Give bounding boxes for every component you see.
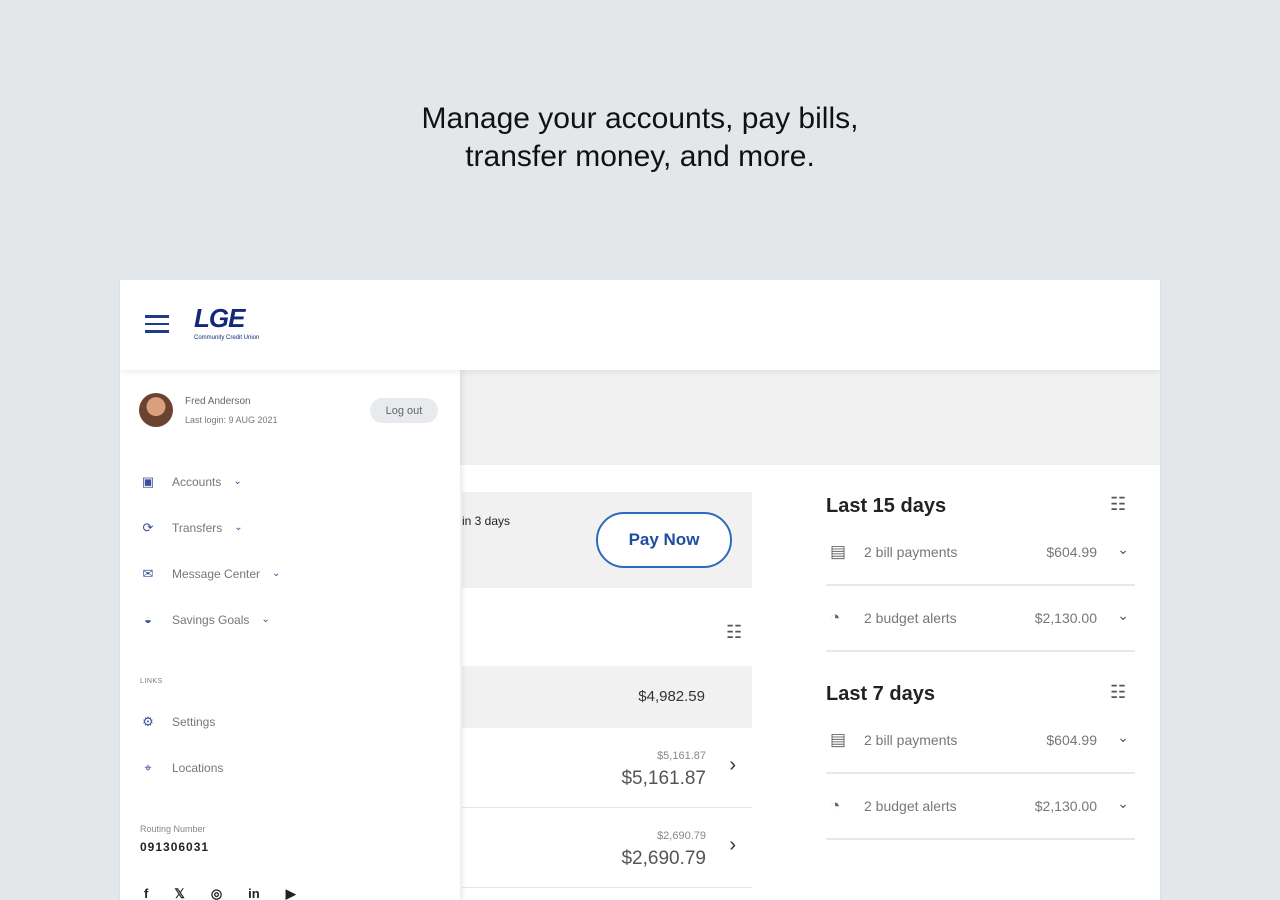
- row-amount: $604.99: [1046, 544, 1097, 560]
- hero-line-1: Manage your accounts, pay bills,: [421, 102, 859, 135]
- row-label: 2 bill payments: [864, 544, 958, 560]
- page-banner: [460, 370, 1160, 465]
- row-amount: $604.99: [1046, 732, 1097, 748]
- brand-logo[interactable]: LGE Community Credit Union: [194, 304, 259, 342]
- instagram-icon[interactable]: ◎: [210, 886, 223, 900]
- row-label: 2 bill payments: [864, 732, 958, 748]
- menu-icon[interactable]: [145, 315, 169, 333]
- chevron-down-icon: ⌄: [234, 522, 243, 533]
- row-label: 2 budget alerts: [864, 610, 957, 626]
- sidebar-item-transfers[interactable]: ⟳ Transfers ⌄: [140, 520, 243, 536]
- nav-label: Transfers: [172, 521, 223, 535]
- logout-button[interactable]: Log out: [370, 398, 438, 423]
- links-heading: LINKS: [140, 678, 163, 685]
- avatar: [139, 393, 173, 427]
- nav-label: Savings Goals: [172, 613, 250, 627]
- chevron-down-icon: ⌄: [261, 614, 270, 625]
- pay-now-button[interactable]: Pay Now: [596, 512, 732, 568]
- sidebar-item-settings[interactable]: ⚙ Settings: [140, 714, 215, 730]
- social-links: f 𝕏 ◎ in ▶: [144, 886, 296, 900]
- summary-row-budget-alerts[interactable]: ◔ 2 budget alerts $2,130.00 ⌄: [826, 774, 1135, 840]
- user-name: Fred Anderson: [185, 396, 251, 407]
- chevron-down-icon: ⌄: [272, 568, 281, 579]
- transfer-icon: ⟳: [142, 520, 154, 535]
- account-balance: $5,161.87: [621, 768, 706, 789]
- summary-row-budget-alerts[interactable]: ◔ 2 budget alerts $2,130.00 ⌄: [826, 586, 1135, 652]
- routing-number: 091306031: [140, 840, 210, 854]
- youtube-icon[interactable]: ▶: [285, 886, 296, 900]
- linkedin-icon[interactable]: in: [248, 886, 260, 900]
- accounts-total-row: $4,982.59: [462, 666, 752, 728]
- summary-row-bill-payments[interactable]: ▤ 2 bill payments $604.99 ⌄: [826, 520, 1135, 586]
- pie-chart-icon: ◔: [830, 796, 841, 815]
- sidebar-item-savings-goals[interactable]: ◒ Savings Goals ⌄: [140, 612, 270, 628]
- logo-text: LGE: [194, 303, 245, 333]
- twitter-icon[interactable]: 𝕏: [174, 886, 185, 900]
- account-available: $2,690.79: [657, 830, 706, 842]
- section-title-15-days: Last 15 days: [826, 495, 947, 517]
- hero-heading: Manage your accounts, pay bills, transfe…: [0, 100, 1280, 176]
- nav-label: Locations: [172, 761, 224, 775]
- location-pin-icon: ⌖: [144, 760, 152, 775]
- chevron-down-icon: ⌄: [233, 476, 242, 487]
- mail-icon: ✉: [142, 566, 154, 581]
- account-row[interactable]: $5,161.87 $5,161.87 ›: [462, 728, 752, 808]
- routing-label: Routing Number: [140, 824, 206, 834]
- bill-due-card: in 3 days Pay Now: [462, 492, 752, 588]
- app-window: LGE Community Credit Union Fred Anderson…: [120, 280, 1160, 900]
- piggy-bank-icon: ◒: [144, 612, 152, 627]
- chevron-right-icon: ›: [729, 834, 736, 856]
- chevron-down-icon: ⌄: [1117, 541, 1129, 557]
- bill-due-text: in 3 days: [462, 514, 511, 528]
- sidebar: Fred Anderson Last login: 9 AUG 2021 Log…: [120, 370, 460, 900]
- row-amount: $2,130.00: [1034, 798, 1097, 814]
- hero-line-2: transfer money, and more.: [465, 140, 815, 173]
- summary-row-bill-payments[interactable]: ▤ 2 bill payments $604.99 ⌄: [826, 708, 1135, 774]
- filter-icon[interactable]: ☷: [1110, 682, 1127, 702]
- filter-icon[interactable]: ☷: [726, 622, 743, 642]
- sidebar-item-accounts[interactable]: ▣ Accounts ⌄: [140, 474, 242, 490]
- top-bar: LGE Community Credit Union: [120, 280, 1160, 370]
- filter-icon[interactable]: ☷: [1110, 494, 1127, 514]
- facebook-icon[interactable]: f: [144, 886, 149, 900]
- row-label: 2 budget alerts: [864, 798, 957, 814]
- bill-icon: ▤: [830, 542, 847, 561]
- gear-icon: ⚙: [142, 714, 154, 729]
- chevron-down-icon: ⌄: [1117, 729, 1129, 745]
- pie-chart-icon: ◔: [830, 608, 841, 627]
- last-login: Last login: 9 AUG 2021: [185, 415, 278, 425]
- chevron-down-icon: ⌄: [1117, 607, 1129, 623]
- account-row[interactable]: $2,690.79 $2,690.79 ›: [462, 808, 752, 888]
- chevron-right-icon: ›: [729, 754, 736, 776]
- nav-label: Settings: [172, 715, 216, 729]
- section-title-7-days: Last 7 days: [826, 683, 935, 705]
- nav-label: Accounts: [172, 475, 222, 489]
- nav-label: Message Center: [172, 567, 261, 581]
- sidebar-item-message-center[interactable]: ✉ Message Center ⌄: [140, 566, 281, 582]
- sidebar-item-locations[interactable]: ⌖ Locations: [140, 760, 223, 776]
- accounts-total: $4,982.59: [638, 688, 705, 705]
- chevron-down-icon: ⌄: [1117, 795, 1129, 811]
- account-balance: $2,690.79: [621, 848, 706, 869]
- account-available: $5,161.87: [657, 750, 706, 762]
- wallet-icon: ▣: [141, 474, 155, 489]
- logo-tagline: Community Credit Union: [194, 335, 260, 341]
- row-amount: $2,130.00: [1034, 610, 1097, 626]
- bill-icon: ▤: [830, 730, 847, 749]
